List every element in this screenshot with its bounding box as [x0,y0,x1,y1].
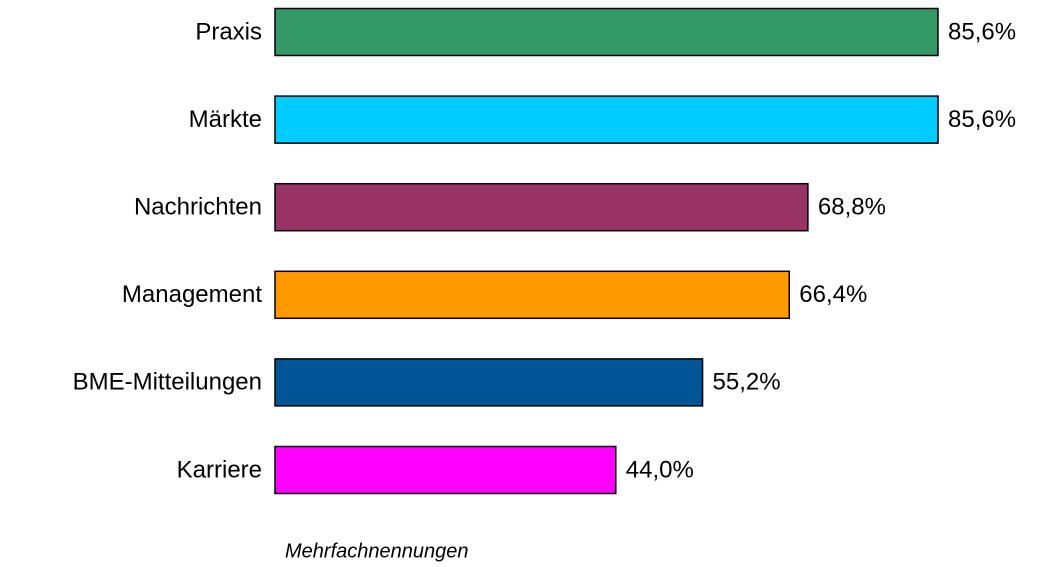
chart-note: Mehrfachnennungen [285,540,468,562]
bar [274,445,617,495]
bar [274,7,939,57]
category-label: Nachrichten [134,194,262,221]
bar [274,95,939,144]
value-label: 85,6% [948,106,1016,133]
category-label: BME-Mitteilungen [73,369,262,396]
value-label: 85,6% [948,18,1016,45]
category-label: Karriere [177,456,262,483]
value-label: 66,4% [799,281,867,308]
value-label: 55,2% [713,369,781,396]
category-label: Märkte [189,106,262,133]
bar [274,358,704,407]
category-label: Management [122,281,262,308]
value-label: 44,0% [626,456,694,483]
bar [274,182,809,232]
bar [274,270,791,320]
value-label: 68,8% [818,194,886,221]
category-label: Praxis [195,18,262,45]
